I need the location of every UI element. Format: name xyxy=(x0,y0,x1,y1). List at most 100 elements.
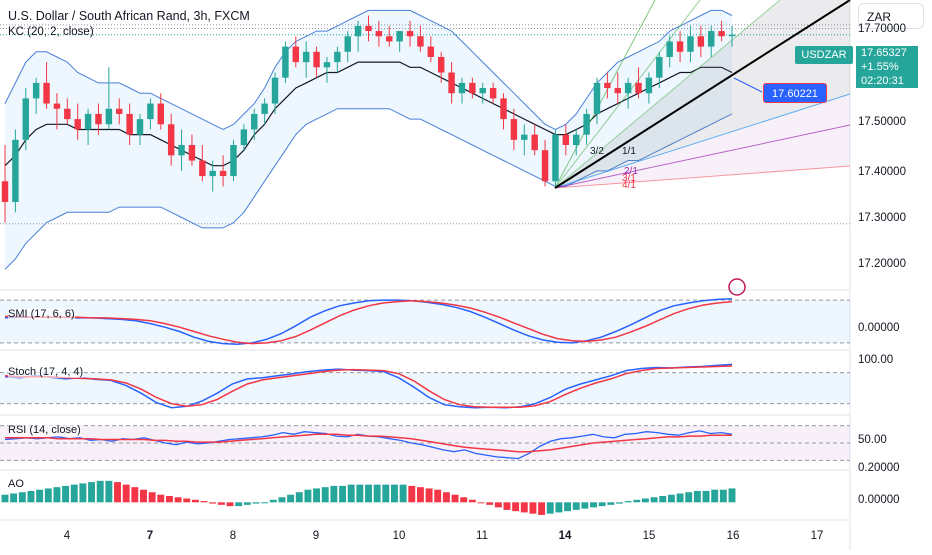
candle-body xyxy=(147,103,154,120)
candle-body xyxy=(697,36,705,47)
target-connector xyxy=(733,77,763,93)
ao-bar xyxy=(546,502,554,514)
symbol-badge: USDZAR xyxy=(795,46,853,64)
kc-upper-band xyxy=(4,9,733,131)
ao-bar xyxy=(347,484,355,503)
ao-bar xyxy=(174,497,182,503)
ao-bar xyxy=(460,497,468,503)
ao-bar xyxy=(693,490,701,503)
candle-body xyxy=(458,82,466,94)
candle-body xyxy=(427,46,435,57)
ao-bar xyxy=(122,484,130,503)
ao-bar xyxy=(572,502,580,510)
ao-bar xyxy=(200,501,208,503)
smi-label[interactable]: SMI (17, 6, 6) xyxy=(8,308,75,320)
candle-body xyxy=(635,82,642,94)
candle-body xyxy=(531,134,538,151)
ao-bar xyxy=(53,487,61,503)
stoch-line xyxy=(4,365,733,409)
candle-body xyxy=(375,31,383,37)
candle-body xyxy=(313,51,320,68)
target-price-label[interactable]: 17.60221 xyxy=(763,83,827,103)
candle-body xyxy=(344,36,351,52)
candle-body xyxy=(521,134,528,140)
candle-body xyxy=(365,25,372,32)
ao-bar xyxy=(287,494,295,503)
ao-bar xyxy=(62,485,70,503)
candle-body xyxy=(188,145,196,161)
rsi-label[interactable]: RSI (14, close) xyxy=(8,424,81,436)
x-tick-label: 17 xyxy=(810,530,824,542)
candle-body xyxy=(687,36,694,52)
candle-body xyxy=(116,108,123,114)
candle-body xyxy=(1,181,9,202)
price-change: +1.55% xyxy=(861,61,899,73)
candle-body xyxy=(572,134,580,145)
kc-indicator-label[interactable]: KC (20, 2, close) xyxy=(8,26,94,38)
smi-line xyxy=(5,300,733,345)
chart-title: U.S. Dollar / South African Rand, 3h, FX… xyxy=(8,9,250,23)
ao-bar xyxy=(165,496,173,503)
candle-body xyxy=(199,160,206,177)
smi-band xyxy=(0,300,850,343)
y-tick-label: 17.70000 xyxy=(858,23,906,35)
x-tick-label: 16 xyxy=(726,530,740,542)
candle-body xyxy=(302,51,310,63)
ao-bar xyxy=(581,502,589,509)
y-tick-label: 17.40000 xyxy=(858,166,906,178)
x-tick-label: 8 xyxy=(229,530,237,542)
x-tick-label: 15 xyxy=(642,530,656,542)
candle-body xyxy=(656,56,663,78)
ao-bar xyxy=(140,489,147,503)
candle-body xyxy=(43,82,50,104)
ao-bar xyxy=(711,489,719,503)
x-tick-label: 14 xyxy=(558,530,572,542)
candle-body xyxy=(510,119,518,140)
candle-body xyxy=(406,31,414,37)
last-price-box: 17.65327 +1.55% 02:20:31 xyxy=(856,46,918,88)
candle-body xyxy=(126,113,133,135)
candle-body xyxy=(271,77,279,104)
candle-body xyxy=(469,82,476,94)
ao-bar xyxy=(650,497,658,503)
stoch-tick: 100.00 xyxy=(858,354,894,366)
gann-fan-line xyxy=(554,93,851,189)
candle-body xyxy=(604,82,611,89)
candle-body xyxy=(240,129,248,145)
candle-body xyxy=(417,36,424,47)
y-tick-label: 17.50000 xyxy=(858,116,906,128)
candle-body xyxy=(167,124,175,156)
ao-bar xyxy=(494,502,502,508)
candle-body xyxy=(95,113,102,125)
smi-tick: 0.00000 xyxy=(858,322,900,334)
ao-bar xyxy=(564,502,572,512)
ao-bar xyxy=(313,488,321,503)
currency-selector[interactable]: ZAR xyxy=(858,3,924,29)
ao-bar xyxy=(555,502,563,513)
candle-body xyxy=(292,46,300,63)
ao-bar xyxy=(88,482,96,503)
ao-bar xyxy=(477,502,485,504)
ao-bar xyxy=(295,492,303,503)
ao-bar xyxy=(529,502,537,514)
fan-label: 4/1 xyxy=(622,180,636,191)
kc-basis-line xyxy=(4,61,733,167)
ao-bar xyxy=(728,488,736,503)
fan-label: 3/1 xyxy=(622,173,636,184)
ao-bar xyxy=(79,483,87,503)
fan-label: 3/2 xyxy=(590,146,604,157)
ao-bar xyxy=(425,488,433,503)
candle-body xyxy=(74,119,81,130)
y-tick-label: 17.20000 xyxy=(858,258,906,270)
trend-line xyxy=(554,0,851,189)
ao-bar xyxy=(330,485,338,503)
ao-bar xyxy=(70,484,78,503)
ao-bar xyxy=(252,502,260,504)
candle-body xyxy=(136,119,144,135)
stoch-label[interactable]: Stoch (17, 4, 4) xyxy=(8,366,84,378)
ao-label[interactable]: AO xyxy=(8,478,24,490)
gann-fan-line xyxy=(554,165,851,189)
ao-bar xyxy=(486,502,494,505)
